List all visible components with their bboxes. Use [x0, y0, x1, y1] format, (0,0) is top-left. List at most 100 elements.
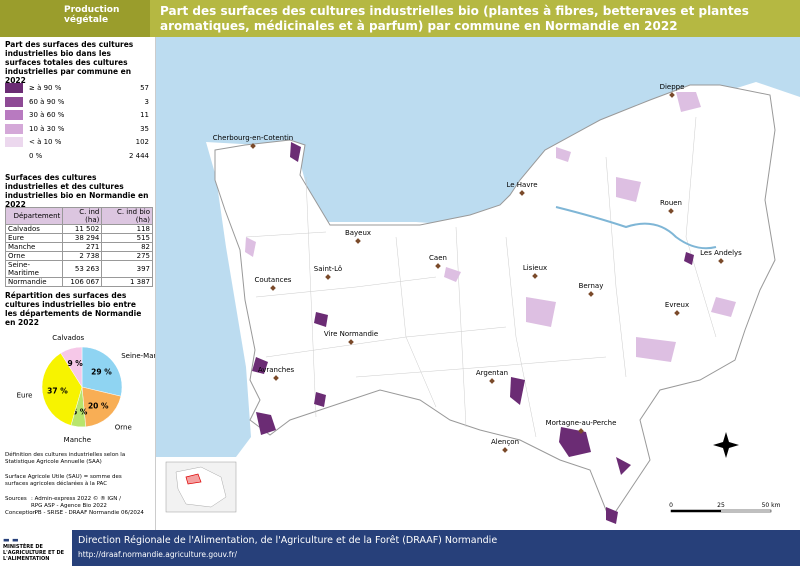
table-title: Surfaces des cultures industrielles et d… — [5, 173, 149, 209]
scale-label: 0 — [669, 502, 673, 509]
city-marker — [668, 208, 674, 214]
pie-category-label: Eure — [17, 391, 33, 399]
pie-value-label: 20 % — [88, 402, 109, 411]
city-marker — [325, 274, 331, 280]
legend-item: 0 % 2 444 — [5, 150, 153, 163]
legend-title: Part des surfaces des cultures industrie… — [5, 40, 134, 85]
table-cell: 397 — [101, 260, 153, 278]
header-cell: Département — [4, 207, 64, 225]
city-marker — [489, 378, 495, 384]
table-cell: 271 — [62, 242, 103, 252]
city-marker — [270, 285, 276, 291]
legend-label: 30 à 60 % — [29, 111, 65, 119]
source-value: : PB - SRISE - DRAAF Normandie 06/2024 — [31, 510, 144, 516]
header-cell: C. ind bio (ha) — [101, 207, 153, 225]
city-marker — [674, 310, 680, 316]
city-label: Alençon — [491, 438, 519, 446]
pie-slice — [81, 386, 122, 428]
pie-category-label: Manche — [64, 436, 91, 444]
table: Département C. ind (ha) C. ind bio (ha) Cal… — [4, 207, 153, 287]
pie-title: Répartition des surfaces des cultures in… — [5, 291, 142, 327]
legend-count: 57 — [140, 84, 149, 92]
table-header: Département C. ind (ha) C. ind bio (ha) — [4, 207, 153, 225]
city-marker — [355, 238, 361, 244]
source-key: Sources — [5, 496, 27, 502]
legend-item: ≥ à 90 % 57 — [5, 83, 153, 95]
city-label: Cherbourg-en-Cotentin — [213, 134, 293, 142]
legend-count: 3 — [144, 97, 149, 106]
header-tag: Production végétale — [0, 0, 150, 37]
pie-slice — [60, 346, 83, 388]
pie-value-label: 6 % — [72, 408, 88, 417]
legend-label: < à 10 % — [29, 138, 62, 146]
city-marker — [435, 263, 441, 269]
side-panel: Part des surfaces des cultures industrie… — [0, 37, 156, 530]
legend-count: 35 — [140, 124, 149, 133]
table-cell: Calvados — [4, 224, 64, 234]
pie-category-label: Calvados — [52, 334, 84, 342]
pie-value-label: 9 % — [67, 359, 83, 368]
table-cell: 82 — [101, 242, 153, 252]
table-row: Eure 38 294 515 — [4, 233, 153, 243]
legend-item: 30 à 60 % 11 — [5, 110, 153, 122]
legend-count: 11 — [140, 111, 149, 119]
table-row: Seine-Maritime 53 263 397 — [4, 260, 153, 278]
city-label: Dieppe — [660, 83, 685, 91]
city-label: Argentan — [476, 369, 508, 377]
source-value: RPG ASP - Agence Bio 2022 — [31, 503, 107, 509]
notes: Définition des cultures industrielles se… — [5, 452, 145, 517]
source-line: RPG ASP - Agence Bio 2022 — [5, 503, 145, 510]
footer-url[interactable]: http://draaf.normandie.agriculture.gouv.… — [78, 550, 237, 559]
table-cell: Normandie — [4, 277, 64, 287]
legend-item: 10 à 30 % 35 — [5, 123, 153, 136]
table-cell: 2 738 — [62, 251, 103, 261]
table-row: Calvados 11 502 118 — [4, 224, 153, 234]
legend-swatch — [5, 96, 23, 107]
legend-label: 0 % — [29, 151, 43, 160]
legend-item: 60 à 90 % 3 — [5, 96, 153, 109]
city-label: Evreux — [665, 301, 689, 309]
header-cell: C. ind (ha) — [62, 207, 103, 225]
scale-label: 25 — [717, 502, 725, 509]
pie-chart: 29 % Seine-Maritime 20 % Orne 6 % Manche 37 % E… — [17, 334, 155, 444]
table-cell: 106 067 — [62, 277, 103, 287]
city-marker — [532, 273, 538, 279]
table-cell: Eure — [4, 233, 64, 243]
table-row: Normandie 106 067 1 387 — [4, 277, 153, 287]
legend-label: ≥ à 90 % — [29, 84, 62, 92]
city-label: Lisieux — [523, 264, 547, 272]
legend-swatch — [5, 83, 23, 93]
city-marker — [250, 143, 256, 149]
city-label: Bayeux — [345, 229, 371, 237]
table-cell: Seine-Maritime — [4, 260, 64, 278]
legend-swatch — [5, 110, 23, 120]
city-label: Saint-Lô — [314, 265, 342, 273]
table-cell: 118 — [101, 224, 153, 234]
source-key — [5, 503, 31, 510]
city-marker — [588, 291, 594, 297]
legend-swatch — [5, 137, 23, 147]
table-row: Manche 271 82 — [4, 242, 153, 252]
pie-category-label: Seine-Maritime — [121, 352, 155, 360]
legend-count: 102 — [135, 138, 149, 146]
legend-label: 10 à 30 % — [29, 124, 65, 133]
city-label: Mortagne-au-Perche — [546, 419, 617, 427]
table-row: Orne 2 738 275 — [4, 251, 153, 261]
city-label: Rouen — [660, 199, 682, 207]
legend-swatch — [5, 123, 23, 134]
ministry-logo: ▬ ▬ MINISTÈRE DE L'AGRICULTURE ET DE L'AL… — [0, 530, 72, 566]
source-key: Conception — [5, 510, 37, 516]
city-label: Caen — [429, 254, 447, 262]
ministry: MINISTÈRE DE L'AGRICULTURE ET DE L'ALIME… — [3, 544, 65, 562]
city-label: Le Havre — [506, 181, 537, 189]
legend-item: < à 10 % 102 — [5, 137, 153, 149]
note: Surface Agricole Utile (SAU) = somme des… — [5, 474, 122, 487]
city-label: Les Andelys — [700, 249, 742, 257]
city-label: Avranches — [258, 366, 295, 374]
city-label: Vire Normandie — [324, 330, 378, 338]
legend-swatch — [5, 150, 23, 161]
city-label: Bernay — [579, 282, 604, 290]
source-value: : Admin-express 2022 © ® IGN / — [31, 496, 121, 502]
source-line: Conception: PB - SRISE - DRAAF Normandie… — [5, 510, 145, 517]
